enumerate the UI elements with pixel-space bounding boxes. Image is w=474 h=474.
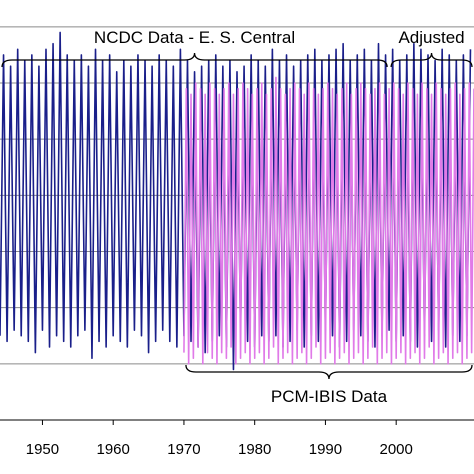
x-tick-label: 1970 (167, 441, 200, 458)
x-tick-label: 1950 (26, 441, 59, 458)
x-ticks: 1950 1960 1970 1980 1990 2000 (26, 420, 413, 458)
annotations: NCDC Data - E. S. Central Adjusted PCM-IBI… (1, 28, 473, 406)
annotation-brace (185, 364, 473, 380)
annotation-label: Adjusted (398, 28, 464, 47)
series-layer (0, 31, 474, 371)
annotation-brace (390, 52, 473, 68)
annotation-label: PCM-IBIS Data (271, 387, 388, 406)
x-tick-label: 2000 (379, 441, 412, 458)
x-tick-label: 1980 (238, 441, 271, 458)
annotation-label: NCDC Data - E. S. Central (94, 28, 295, 47)
plot-area: 1950 1960 1970 1980 1990 2000 (0, 26, 474, 458)
x-tick-label: 1990 (309, 441, 342, 458)
annotation-brace (1, 52, 388, 68)
series-line-2 (183, 76, 474, 365)
x-tick-label: 1960 (97, 441, 130, 458)
